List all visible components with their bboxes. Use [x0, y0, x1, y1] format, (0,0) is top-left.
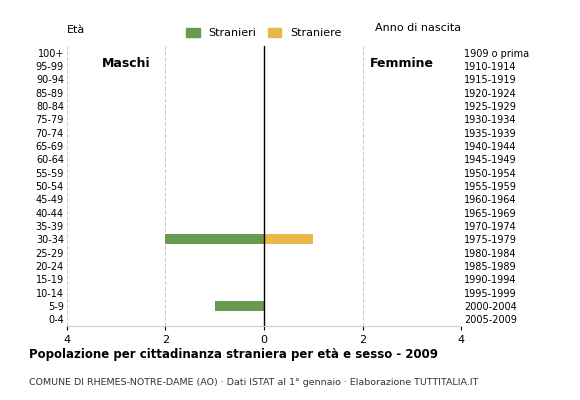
Legend: Stranieri, Straniere: Stranieri, Straniere: [182, 24, 346, 43]
Text: Anno di nascita: Anno di nascita: [375, 24, 461, 34]
Text: Popolazione per cittadinanza straniera per età e sesso - 2009: Popolazione per cittadinanza straniera p…: [29, 348, 438, 361]
Bar: [215, 301, 264, 311]
Bar: [165, 234, 264, 244]
Text: Maschi: Maschi: [102, 57, 150, 70]
Text: Femmine: Femmine: [370, 57, 434, 70]
Text: COMUNE DI RHEMES-NOTRE-DAME (AO) · Dati ISTAT al 1° gennaio · Elaborazione TUTTI: COMUNE DI RHEMES-NOTRE-DAME (AO) · Dati …: [29, 378, 478, 387]
Bar: [264, 234, 313, 244]
Text: Età: Età: [67, 25, 85, 35]
